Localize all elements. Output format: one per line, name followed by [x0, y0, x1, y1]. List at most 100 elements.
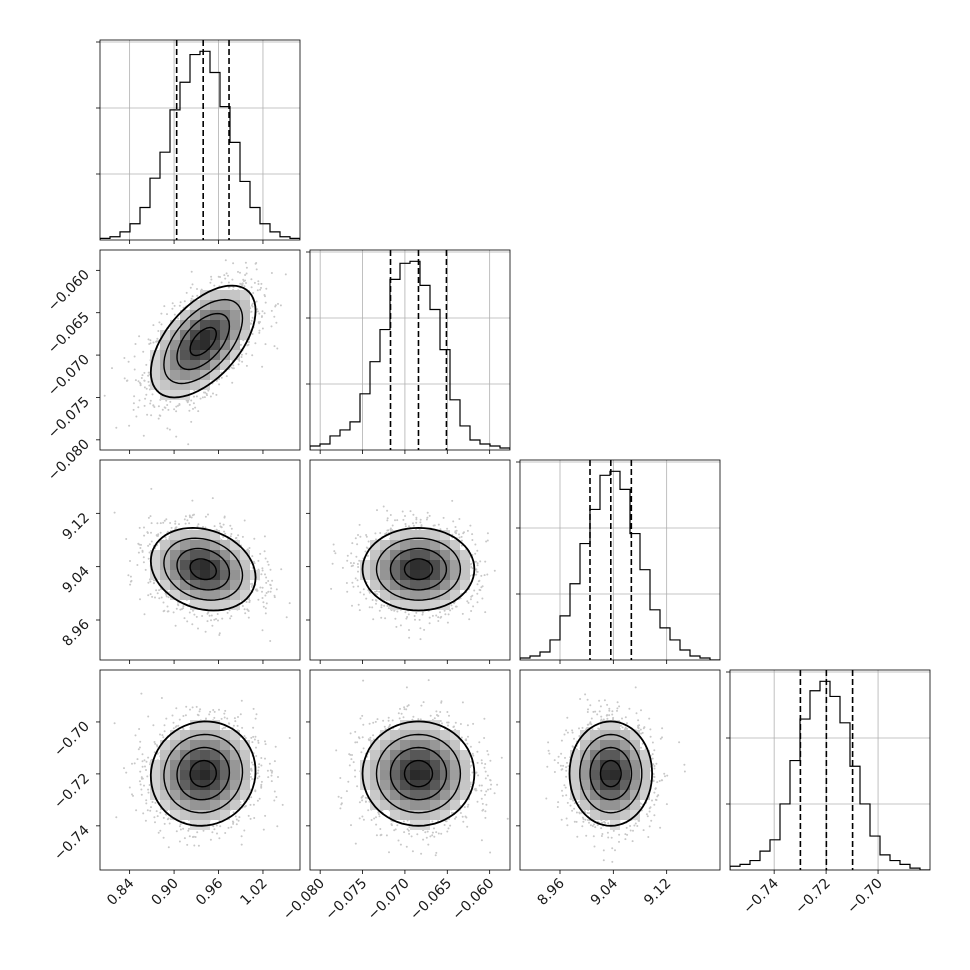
scatter-point: [409, 510, 412, 513]
scatter-point: [423, 628, 426, 631]
scatter-point: [129, 580, 132, 583]
scatter-point: [137, 551, 140, 554]
scatter-point: [220, 281, 223, 284]
scatter-point: [351, 604, 353, 607]
scatter-point: [402, 518, 405, 521]
scatter-point: [244, 274, 247, 276]
scatter-point: [374, 532, 377, 535]
scatter-point: [380, 606, 383, 609]
scatter-point: [404, 525, 407, 528]
scatter-point: [481, 585, 484, 588]
scatter-point: [189, 516, 192, 519]
scatter-point: [192, 402, 195, 405]
scatter-point: [158, 321, 161, 324]
scatter-point: [238, 359, 241, 362]
scatter-point: [194, 406, 197, 409]
scatter-point: [137, 380, 140, 383]
scatter-point: [149, 399, 152, 402]
scatter-point: [367, 540, 370, 543]
scatter-point: [147, 516, 150, 519]
scatter-point: [217, 619, 219, 622]
scatter-point: [241, 284, 244, 287]
scatter-point: [149, 402, 152, 405]
scatter-point: [212, 392, 214, 395]
scatter-point: [437, 616, 440, 619]
scatter-point: [439, 616, 442, 619]
scatter-point: [191, 514, 194, 517]
scatter-point: [153, 582, 155, 584]
scatter-point: [264, 612, 267, 615]
scatter-point: [257, 283, 260, 285]
scatter-point: [276, 347, 279, 350]
scatter-point: [418, 618, 421, 621]
scatter-point: [446, 527, 449, 530]
scatter-point: [472, 605, 475, 608]
scatter-point: [259, 552, 262, 555]
scatter-point: [174, 522, 177, 525]
scatter-point: [227, 281, 230, 284]
scatter-point: [163, 609, 166, 612]
scatter-point: [147, 338, 150, 341]
scatter-point: [426, 511, 429, 514]
scatter-point: [243, 608, 246, 611]
scatter-point: [165, 595, 168, 598]
scatter-point: [225, 375, 228, 378]
scatter-point: [454, 526, 457, 528]
scatter-point: [231, 278, 234, 281]
scatter-point: [191, 623, 194, 626]
scatter-point: [262, 605, 265, 608]
scatter-point: [150, 414, 153, 417]
scatter-point: [271, 579, 274, 582]
scatter-point: [264, 295, 266, 298]
scatter-point: [261, 629, 264, 632]
scatter-point: [190, 270, 193, 273]
scatter-point: [166, 427, 169, 430]
scatter-point: [346, 590, 349, 593]
scatter-point: [125, 538, 128, 540]
scatter-point: [201, 615, 204, 617]
scatter-point: [484, 560, 487, 563]
scatter-point: [379, 532, 382, 534]
scatter-point: [166, 605, 169, 608]
panel-2-2: [306, 249, 511, 454]
scatter-point: [451, 607, 454, 610]
scatter-point: [205, 392, 208, 395]
scatter-point: [357, 566, 360, 568]
scatter-point: [273, 594, 276, 597]
scatter-point: [169, 522, 172, 524]
panel-frame: [99, 39, 301, 241]
scatter-point: [435, 614, 438, 617]
scatter-point: [220, 526, 223, 529]
scatter-point: [169, 400, 172, 403]
scatter-point: [406, 616, 409, 618]
scatter-point: [150, 487, 153, 490]
scatter-point: [192, 407, 194, 410]
panel-1-1: [96, 39, 301, 244]
scatter-point: [358, 523, 361, 526]
scatter-point: [178, 403, 181, 405]
scatter-point: [280, 568, 283, 571]
scatter-point: [404, 611, 407, 614]
scatter-point: [219, 276, 221, 278]
scatter-point: [421, 611, 424, 614]
scatter-point: [184, 515, 187, 518]
scatter-point: [486, 539, 489, 542]
scatter-point: [218, 634, 221, 636]
scatter-point: [190, 297, 193, 300]
scatter-point: [386, 604, 389, 607]
scatter-point: [467, 601, 470, 604]
scatter-point: [259, 586, 262, 589]
scatter-point: [149, 339, 152, 342]
scatter-point: [240, 356, 243, 358]
scatter-point: [156, 522, 159, 525]
scatter-point: [248, 547, 251, 549]
panel-frame: [309, 249, 511, 451]
scatter-point: [415, 521, 418, 524]
scatter-point: [173, 313, 176, 316]
scatter-point: [264, 343, 267, 346]
scatter-point: [128, 424, 131, 427]
scatter-point: [401, 510, 404, 513]
scatter-point: [243, 285, 246, 288]
scatter-point: [460, 539, 463, 542]
scatter-point: [179, 608, 182, 611]
